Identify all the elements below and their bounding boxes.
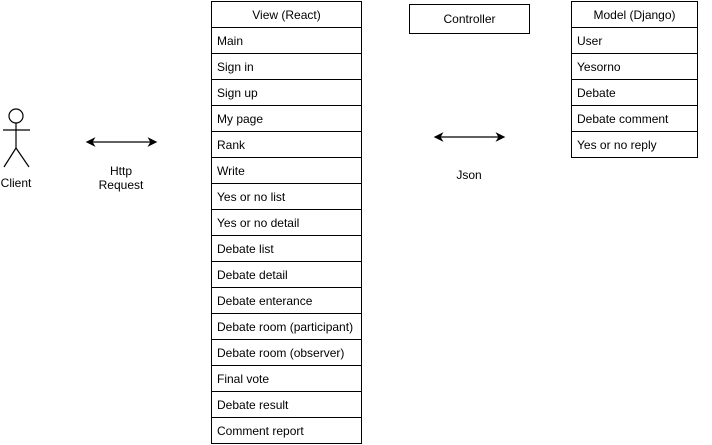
json-label: Json — [456, 168, 482, 182]
view-item-yes-or-no-list: Yes or no list — [212, 184, 361, 210]
json-arrow — [433, 132, 506, 142]
view-item-rank: Rank — [212, 132, 361, 158]
model-item-debate-comment: Debate comment — [572, 106, 697, 132]
view-item-debate-room-participant: Debate room (participant) — [212, 314, 361, 340]
view-item-my-page: My page — [212, 106, 361, 132]
view-item-yes-or-no-detail: Yes or no detail — [212, 210, 361, 236]
view-item-main: Main — [212, 28, 361, 54]
model-table-title: Model (Django) — [572, 2, 697, 28]
view-item-sign-in: Sign in — [212, 54, 361, 80]
model-django-table: Model (Django) User Yesorno Debate Debat… — [571, 1, 698, 158]
model-item-user: User — [572, 28, 697, 54]
view-item-debate-detail: Debate detail — [212, 262, 361, 288]
http-request-line2: Request — [98, 178, 144, 192]
model-item-yesorno: Yesorno — [572, 54, 697, 80]
view-item-debate-room-observer: Debate room (observer) — [212, 340, 361, 366]
client-label: Client — [0, 176, 32, 190]
view-react-table: View (React) Main Sign in Sign up My pag… — [211, 1, 362, 444]
client-actor-icon — [3, 108, 30, 168]
controller-box: Controller — [409, 4, 530, 34]
view-table-title: View (React) — [212, 2, 361, 28]
http-request-line1: Http — [109, 164, 132, 178]
view-item-write: Write — [212, 158, 361, 184]
view-item-final-vote: Final vote — [212, 366, 361, 392]
controller-title: Controller — [443, 12, 496, 26]
view-item-debate-result: Debate result — [212, 392, 361, 418]
view-item-debate-list: Debate list — [212, 236, 361, 262]
http-request-label: Http Request — [88, 164, 154, 192]
model-item-debate: Debate — [572, 80, 697, 106]
model-item-yes-or-no-reply: Yes or no reply — [577, 138, 657, 152]
view-item-sign-up: Sign up — [212, 80, 361, 106]
view-item-comment-report: Comment report — [217, 424, 304, 438]
http-request-arrow — [85, 137, 158, 147]
view-item-debate-enterance: Debate enterance — [212, 288, 361, 314]
